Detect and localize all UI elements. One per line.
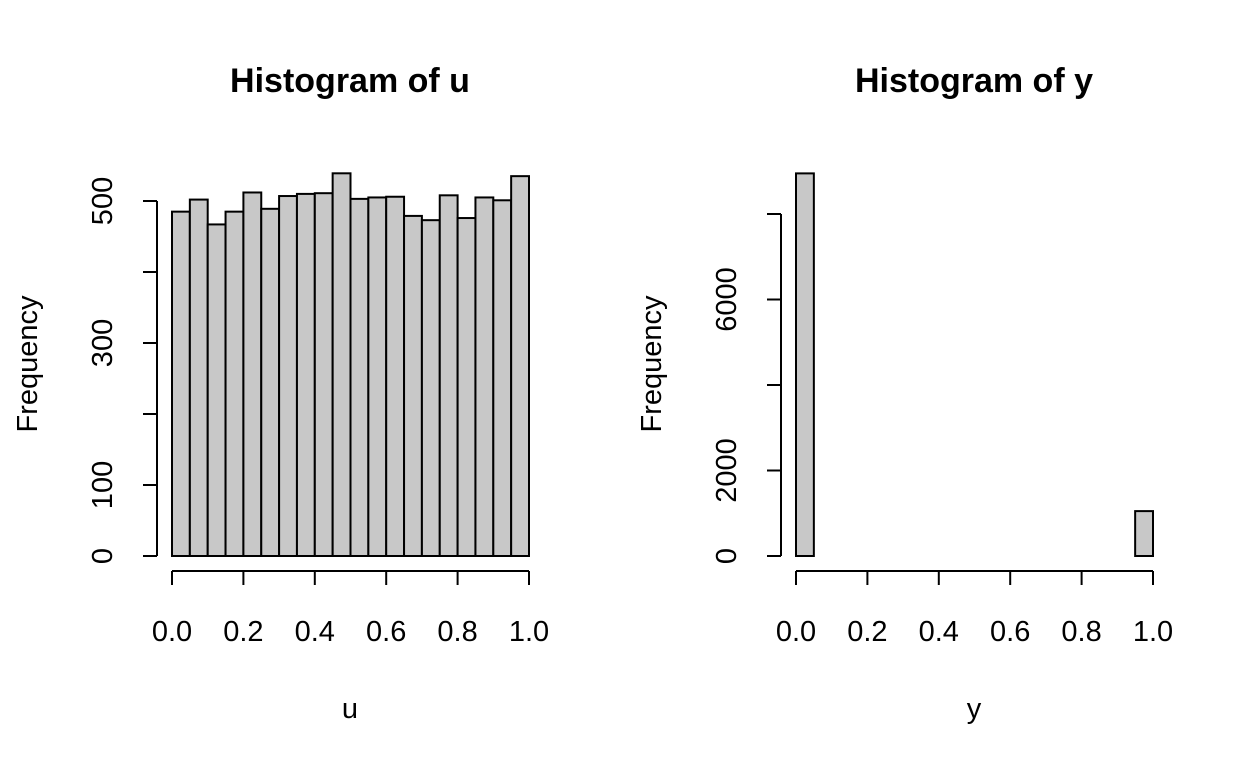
- histogram-bar: [420, 219, 441, 557]
- histogram-bar: [242, 191, 263, 557]
- histogram-bar: [349, 197, 370, 557]
- y-axis-label: Frequency: [12, 295, 44, 433]
- histogram-bar: [438, 194, 459, 557]
- histogram-bar: [331, 172, 352, 557]
- y-tick-label: 0: [87, 548, 119, 564]
- histogram-bar: [474, 196, 495, 557]
- histogram-bar: [171, 210, 191, 557]
- histogram-bar: [492, 199, 513, 557]
- x-tick-label: 0.4: [919, 616, 959, 648]
- y-axis: 0 2000 6000: [711, 213, 782, 564]
- histogram-bar: [367, 196, 388, 557]
- y-axis-label: Frequency: [636, 295, 668, 433]
- x-tick-label: 0.0: [152, 616, 192, 648]
- histogram-bar: [1134, 510, 1155, 557]
- y-tick-label: 500: [87, 177, 119, 225]
- x-tick-label: 0.6: [366, 616, 406, 648]
- x-axis: 0.0 0.2 0.4 0.6 0.8 1.0: [776, 570, 1173, 648]
- histogram-bar: [403, 214, 423, 557]
- histogram-panel-y: Histogram of y y Frequency 0.0 0.2 0.4 0.6 0…: [636, 62, 1173, 725]
- x-axis-label: y: [967, 693, 982, 725]
- x-tick-label: 1.0: [1133, 616, 1173, 648]
- x-tick-label: 0.8: [437, 616, 477, 648]
- chart-title: Histogram of y: [855, 62, 1093, 100]
- y-axis: 0 100 300 500: [87, 177, 158, 564]
- x-axis: 0.0 0.2 0.4 0.6 0.8 1.0: [152, 570, 549, 648]
- histogram-bar: [188, 198, 209, 558]
- histogram-bar: [795, 172, 815, 557]
- y-tick-label: 0: [711, 548, 743, 564]
- histogram-bar: [295, 192, 316, 557]
- y-tick-label: 300: [87, 319, 119, 367]
- histogram-bar: [278, 195, 298, 557]
- x-tick-label: 0.4: [295, 616, 335, 648]
- histogram-bar: [224, 210, 245, 557]
- x-tick-label: 0.0: [776, 616, 816, 648]
- x-tick-label: 0.2: [847, 616, 887, 648]
- histogram-panel-u: Histogram of u u Frequency 0.0 0.2 0.4 0.6 0…: [12, 62, 549, 725]
- x-tick-label: 0.8: [1061, 616, 1101, 648]
- bars: [795, 172, 1155, 557]
- histogram-bar: [260, 207, 281, 557]
- y-tick-label: 6000: [711, 267, 743, 332]
- x-tick-label: 0.6: [990, 616, 1030, 648]
- histogram-bar: [456, 217, 477, 557]
- histogram-bar: [206, 223, 227, 557]
- histogram-bar: [385, 195, 406, 558]
- x-tick-label: 0.2: [223, 616, 263, 648]
- chart-title: Histogram of u: [230, 62, 470, 100]
- y-tick-label: 2000: [711, 438, 743, 503]
- x-axis-label: u: [342, 693, 358, 725]
- histogram-bar: [313, 192, 334, 557]
- histogram-bar: [510, 175, 530, 557]
- x-tick-label: 1.0: [509, 616, 549, 648]
- bars: [171, 172, 530, 558]
- y-tick-label: 100: [87, 461, 119, 509]
